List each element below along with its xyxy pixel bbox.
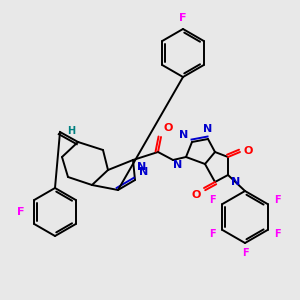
Text: N: N (231, 177, 240, 187)
Text: F: F (17, 207, 25, 217)
Text: N: N (139, 167, 148, 177)
Text: N: N (137, 162, 146, 172)
Text: F: F (209, 229, 216, 239)
Text: N: N (179, 130, 188, 140)
Text: O: O (243, 146, 252, 156)
Text: O: O (192, 190, 201, 200)
Text: F: F (179, 13, 187, 23)
Text: F: F (274, 195, 281, 205)
Text: O: O (163, 123, 172, 133)
Text: F: F (209, 195, 216, 205)
Text: F: F (274, 229, 281, 239)
Text: N: N (173, 160, 182, 170)
Text: N: N (203, 124, 213, 134)
Text: H: H (67, 126, 75, 136)
Text: F: F (242, 248, 248, 258)
